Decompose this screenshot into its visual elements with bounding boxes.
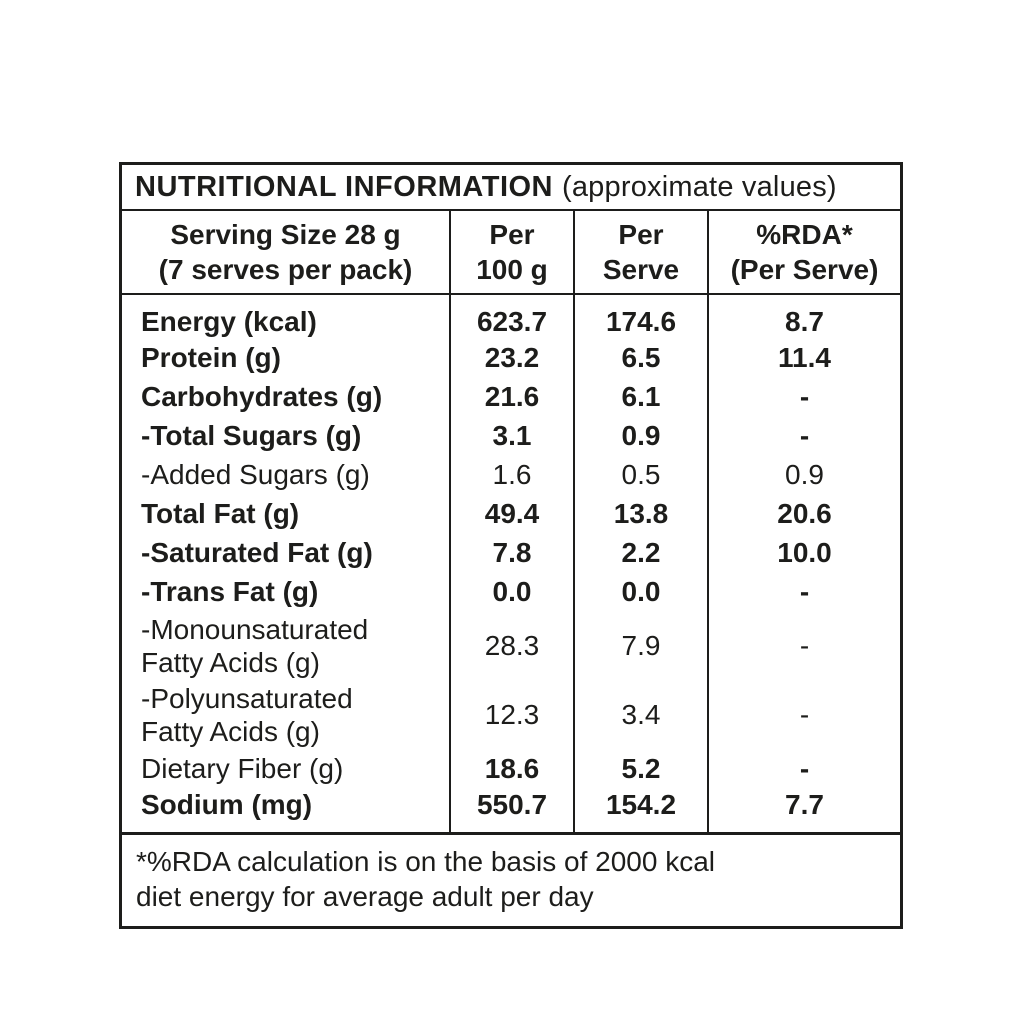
value-per-serve-trans-fat: 0.0 — [573, 572, 707, 611]
table-title-qualifier: (approximate values) — [562, 170, 837, 203]
value-per-100g-saturated-fat: 7.8 — [449, 533, 573, 572]
rda-footnote-line2: diet energy for average adult per day — [136, 881, 594, 912]
value-rda-total-sugars: - — [707, 416, 900, 455]
value-per-serve-energy: 174.6 — [573, 295, 707, 338]
column-header-per-serve: Per Serve — [573, 211, 707, 293]
value-per-serve-saturated-fat: 2.2 — [573, 533, 707, 572]
value-per-serve-dietary-fiber: 5.2 — [573, 749, 707, 788]
value-per-100g-monounsaturated: 28.3 — [449, 611, 573, 680]
value-per-100g-sodium: 550.7 — [449, 788, 573, 832]
nutrient-label-trans-fat: -Trans Fat (g) — [141, 576, 319, 607]
nutrient-label-dietary-fiber: Dietary Fiber (g) — [141, 753, 344, 784]
nutrient-label-monounsaturated: -Monounsaturated Fatty Acids (g) — [141, 613, 369, 678]
table-title-row: NUTRITIONAL INFORMATION (approximate val… — [122, 165, 900, 211]
nutrient-label-saturated-fat: -Saturated Fat (g) — [141, 537, 373, 568]
value-per-100g-carbohydrates: 21.6 — [449, 377, 573, 416]
value-per-serve-sodium: 154.2 — [573, 788, 707, 832]
column-header-serving-size: Serving Size 28 g (7 serves per pack) — [158, 219, 413, 285]
value-rda-saturated-fat: 10.0 — [707, 533, 900, 572]
value-per-100g-polyunsaturated: 12.3 — [449, 680, 573, 749]
value-rda-monounsaturated: - — [707, 611, 900, 680]
nutrient-label-total-sugars: -Total Sugars (g) — [141, 420, 362, 451]
value-rda-carbohydrates: - — [707, 377, 900, 416]
nutrient-label-energy: Energy (kcal) — [141, 306, 317, 337]
rda-footnote-line1: *%RDA calculation is on the basis of 200… — [136, 846, 715, 877]
column-header-rda: %RDA* (Per Serve) — [707, 211, 900, 293]
value-rda-protein: 11.4 — [707, 338, 900, 377]
column-header-per-100g: Per 100 g — [449, 211, 573, 293]
value-per-serve-protein: 6.5 — [573, 338, 707, 377]
value-rda-sodium: 7.7 — [707, 788, 900, 832]
nutrient-label-sodium: Sodium (mg) — [141, 789, 313, 820]
table-title: NUTRITIONAL INFORMATION — [135, 170, 553, 203]
column-header-row: Serving Size 28 g (7 serves per pack) Pe… — [122, 211, 900, 295]
value-per-serve-polyunsaturated: 3.4 — [573, 680, 707, 749]
value-per-serve-total-sugars: 0.9 — [573, 416, 707, 455]
nutrient-label-total-fat: Total Fat (g) — [141, 498, 300, 529]
nutrient-label-carbohydrates: Carbohydrates (g) — [141, 381, 383, 412]
value-rda-added-sugars: 0.9 — [707, 455, 900, 494]
value-per-100g-added-sugars: 1.6 — [449, 455, 573, 494]
value-rda-trans-fat: - — [707, 572, 900, 611]
nutrient-label-added-sugars: -Added Sugars (g) — [141, 459, 370, 490]
value-per-100g-energy: 623.7 — [449, 295, 573, 338]
value-per-100g-trans-fat: 0.0 — [449, 572, 573, 611]
value-rda-polyunsaturated: - — [707, 680, 900, 749]
value-per-100g-total-fat: 49.4 — [449, 494, 573, 533]
nutrition-table-body: Energy (kcal) 623.7 174.6 8.7 Protein (g… — [122, 295, 900, 832]
value-per-100g-protein: 23.2 — [449, 338, 573, 377]
nutrition-facts-table: NUTRITIONAL INFORMATION (approximate val… — [119, 162, 903, 929]
value-per-100g-dietary-fiber: 18.6 — [449, 749, 573, 788]
nutrient-label-protein: Protein (g) — [141, 342, 281, 373]
value-per-100g-total-sugars: 3.1 — [449, 416, 573, 455]
nutrient-label-polyunsaturated: -Polyunsaturated Fatty Acids (g) — [141, 682, 353, 747]
rda-footnote: *%RDA calculation is on the basis of 200… — [122, 832, 900, 926]
value-per-serve-total-fat: 13.8 — [573, 494, 707, 533]
value-per-serve-monounsaturated: 7.9 — [573, 611, 707, 680]
value-rda-total-fat: 20.6 — [707, 494, 900, 533]
value-rda-dietary-fiber: - — [707, 749, 900, 788]
value-per-serve-added-sugars: 0.5 — [573, 455, 707, 494]
value-rda-energy: 8.7 — [707, 295, 900, 338]
value-per-serve-carbohydrates: 6.1 — [573, 377, 707, 416]
